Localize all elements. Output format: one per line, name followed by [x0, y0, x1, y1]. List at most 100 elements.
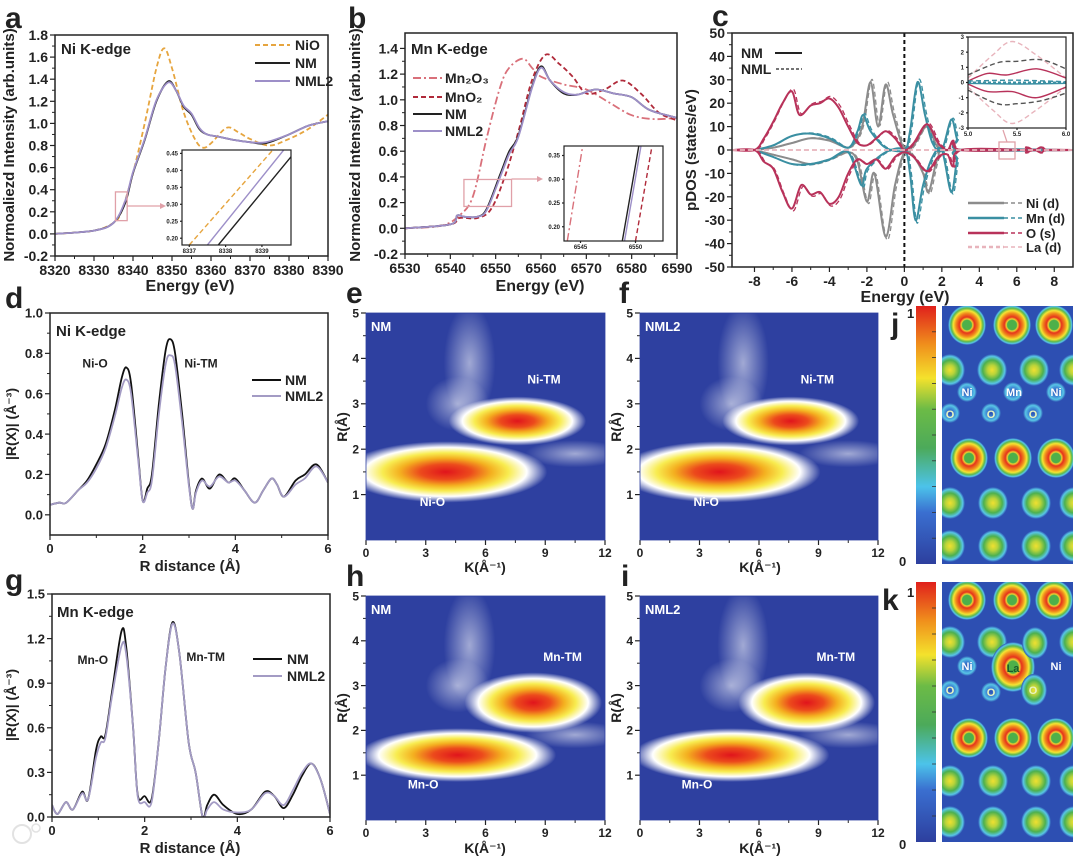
atom-density-blob — [993, 582, 1031, 620]
plot-frame — [365, 595, 606, 821]
watermark-ring — [12, 824, 32, 844]
y-tick-label: 0.25 — [166, 219, 178, 225]
atom-density-blob — [1021, 674, 1047, 706]
inset-series-line — [968, 86, 1066, 125]
y-tick-label: 0.8 — [29, 138, 49, 154]
edge-title: Mn K-edge — [411, 41, 488, 58]
atom-density-blob — [1059, 487, 1073, 519]
y-tick-label: 5 — [352, 589, 359, 603]
zoom-arrow-head — [160, 203, 166, 209]
x-tick-label: 8340 — [117, 262, 148, 278]
x-tick-label: 2 — [139, 541, 146, 556]
peak-label: Ni-O — [420, 495, 445, 509]
y-tick-label: 0.6 — [27, 720, 45, 735]
atom-density-blob — [978, 806, 1008, 838]
x-tick-label: 12 — [871, 546, 885, 560]
atom-density-blob — [1059, 354, 1073, 386]
inset-series-line — [566, 146, 584, 241]
peak-label: Ni-TM — [184, 356, 217, 370]
x-tick-label: 0 — [363, 546, 370, 560]
y-axis-label: pDOS (states/eV) — [683, 89, 700, 211]
y-tick-label: 40 — [709, 48, 725, 64]
pdos-up-nml-line — [755, 78, 1073, 153]
wavelet-peak-Ni-TM — [448, 396, 587, 446]
atom-density-blob — [1059, 626, 1073, 658]
atom-density-blob-small — [957, 382, 977, 402]
plot-frame — [639, 595, 879, 821]
y-tick-label: 0 — [717, 142, 725, 158]
y-tick-label: 1.4 — [379, 40, 399, 56]
y-tick-label: -0.2 — [24, 248, 48, 264]
x-axis-label: K(Å⁻¹) — [739, 559, 781, 575]
atom-density-blob — [978, 530, 1008, 562]
y-tick-label: 1 — [961, 65, 965, 71]
y-tick-label: 0.30 — [166, 202, 178, 208]
wavelet-peak-Ni-O — [640, 441, 821, 503]
x-tick-label: 3 — [422, 546, 429, 560]
atom-density-blob — [942, 530, 965, 562]
zoom-arrow — [1002, 129, 1008, 143]
plot-background — [968, 37, 1066, 128]
wavelet-peak-Mn-TM — [464, 672, 603, 733]
wavelet-wisp — [525, 440, 605, 468]
atom-density-blob — [950, 438, 988, 478]
panel-letter: a — [5, 2, 22, 35]
legend-label: MnO₂ — [445, 89, 482, 105]
edge-title: Ni K-edge — [56, 323, 126, 340]
atom-density-blob — [942, 626, 965, 658]
plot-frame — [563, 145, 664, 242]
y-tick-label: 0.8 — [25, 346, 43, 361]
x-tick-label: 9 — [815, 826, 822, 840]
legend-label: NiO — [295, 37, 320, 53]
atom-label: O — [1029, 685, 1038, 697]
y-tick-label: 0.20 — [166, 236, 178, 242]
atom-density-blob — [977, 354, 1007, 386]
legend-label: NM — [287, 651, 309, 667]
x-tick-label: 6 — [756, 826, 763, 840]
legend-label: NM — [285, 372, 307, 388]
inset-series-line — [634, 146, 653, 241]
x-tick-label: -6 — [786, 273, 799, 289]
x-tick-label: 9 — [815, 546, 822, 560]
x-tick-label: 8360 — [195, 262, 226, 278]
x-tick-label: 5.5 — [1013, 132, 1022, 138]
panel-letter: g — [5, 564, 23, 597]
x-tick-label: 8380 — [273, 262, 304, 278]
plot-frame — [49, 312, 329, 536]
atom-density-blob — [1035, 582, 1073, 620]
x-tick-label: 6 — [482, 546, 489, 560]
wavelet-peak-Mn-O — [640, 728, 830, 782]
atom-density-blob — [1037, 438, 1073, 478]
y-axis-label: Normoaliezd Intensity (arb.units) — [1, 28, 18, 261]
colorbar-min-label: 0 — [899, 837, 906, 852]
y-tick-label: -2 — [959, 111, 965, 117]
x-tick-label: 9 — [542, 546, 549, 560]
atom-density-blob — [1059, 765, 1073, 797]
atom-label: O — [1029, 409, 1038, 421]
panel-c-inset: 5.0 5.5 6.0 -3 -2 -1 0 1 2 3 — [959, 35, 1071, 138]
x-tick-label: 0 — [363, 826, 370, 840]
atom-density-blob — [978, 487, 1008, 519]
y-tick-label: -3 — [959, 126, 965, 132]
y-tick-label: 1 — [352, 488, 359, 502]
inset-series-line — [188, 150, 274, 245]
y-axis-label: R(Å) — [608, 693, 624, 723]
watermark-ring — [31, 823, 41, 833]
panel-letter: j — [890, 308, 899, 341]
x-tick-label: 0 — [637, 546, 644, 560]
y-axis-label: Normoaliezd Intensity (arb.units) — [347, 28, 364, 261]
y-tick-label: 50 — [709, 25, 725, 41]
atom-density-blob — [942, 354, 965, 386]
colorbar-min-label: 0 — [899, 554, 906, 569]
series-line-NML2 — [55, 81, 328, 235]
peak-label: Ni-TM — [801, 372, 834, 386]
y-tick-label: 0.40 — [166, 169, 178, 175]
y-tick-label: -10 — [705, 165, 725, 181]
plot-frame — [967, 36, 1067, 129]
panel-letter: h — [346, 560, 364, 593]
colorbar — [916, 306, 936, 564]
x-tick-label: 8390 — [312, 262, 343, 278]
atom-density-blob — [942, 806, 965, 838]
